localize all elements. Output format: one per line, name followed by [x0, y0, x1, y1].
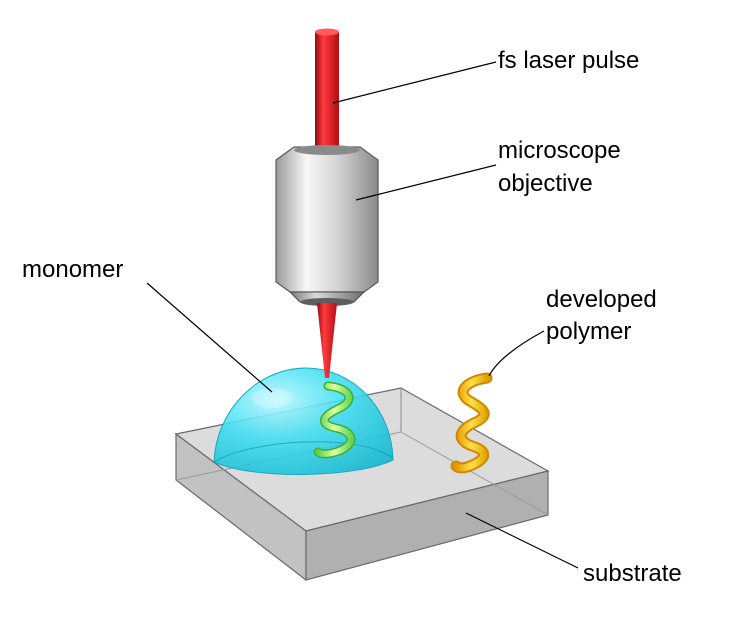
developed-polymer-helix — [450, 372, 493, 474]
writing-helix — [313, 381, 356, 459]
laser-leader-line — [332, 61, 497, 104]
monomer-droplet — [213, 367, 394, 475]
objective-label-line1: microscope — [498, 137, 621, 164]
microscope-objective — [275, 145, 379, 306]
objective-leader-line — [355, 164, 497, 201]
polymer-label-line1: developed — [546, 286, 657, 313]
monomer-label: monomer — [22, 256, 124, 283]
substrate-leader-line — [465, 512, 579, 569]
objective-label-line2: objective — [498, 170, 593, 197]
monomer-leader-line — [146, 282, 273, 393]
substrate-label: substrate — [583, 560, 682, 587]
laser-label: fs laser pulse — [498, 47, 640, 74]
laser-beam — [315, 28, 339, 152]
polymer-leader-line — [488, 330, 545, 377]
focused-laser-cone — [317, 303, 337, 378]
polymer-label-line2: polymer — [546, 318, 632, 345]
leader-lines — [146, 61, 579, 569]
